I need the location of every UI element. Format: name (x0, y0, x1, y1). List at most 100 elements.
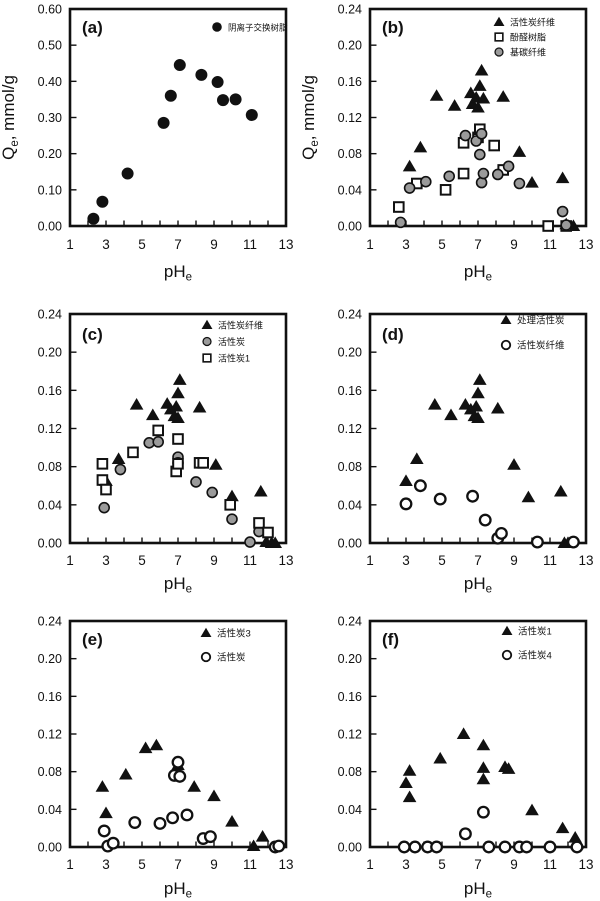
marker-square-open (96, 458, 109, 470)
marker-circle-gray (206, 486, 218, 499)
marker-circle-filled (96, 195, 109, 208)
x-tick-label: 3 (102, 237, 110, 252)
chart-panel-f: 0.000.040.080.120.160.200.241 3 5 7 9 11 13活性炭… (338, 615, 594, 901)
y-tick-label: 0.20 (338, 346, 362, 360)
x-tick-label: 13 (578, 553, 593, 568)
x-tick-label: 7 (174, 553, 182, 568)
marker-triangle-filled (169, 399, 183, 412)
x-tick-label: 11 (243, 857, 257, 872)
x-tick-label: 7 (474, 237, 482, 252)
marker-triangle-filled (447, 99, 462, 111)
y-tick-label: 0.16 (38, 690, 62, 704)
marker-circle-open (494, 527, 508, 540)
marker-circle-open (433, 492, 447, 506)
marker-circle-open (272, 839, 286, 853)
y-tick-label: 0.40 (38, 75, 62, 89)
marker-triangle-filled (413, 140, 428, 153)
data-series (87, 59, 258, 225)
x-tick-label: 11 (543, 237, 557, 252)
marker-triangle-filled (493, 16, 505, 26)
y-tick-label: 0.20 (38, 652, 62, 666)
chart-panel-a: 0.000.100.200.300.400.500.601 3 5 7 9 11 13阴离子… (0, 3, 294, 284)
marker-triangle-filled (187, 780, 201, 792)
x-tick-label: 13 (278, 237, 293, 252)
marker-circle-open (430, 840, 444, 854)
legend: 活性炭3 活性炭 (200, 627, 251, 664)
legend-label: 基碳纤维 (510, 47, 546, 58)
x-axis-label: pHe (464, 262, 492, 284)
y-tick-label: 0.12 (38, 728, 62, 742)
marker-circle-gray (202, 336, 212, 347)
marker-circle-gray (513, 177, 526, 190)
legend-label: 活性炭3 (217, 628, 251, 640)
x-tick-label: 5 (438, 857, 446, 872)
series-1-circle-open (397, 805, 584, 854)
marker-circle-open (520, 840, 534, 854)
marker-circle-open (476, 805, 490, 819)
marker-circle-gray (477, 167, 490, 180)
x-tick-label: 1 (66, 553, 74, 568)
marker-triangle-filled (501, 625, 513, 635)
panel-letter: (a) (82, 18, 103, 37)
y-tick-label: 0.12 (338, 728, 362, 742)
legend-label: 活性炭纤维 (510, 17, 555, 28)
x-tick-label: 9 (510, 237, 518, 252)
marker-triangle-filled (474, 63, 489, 76)
marker-square-open (494, 32, 504, 42)
marker-circle-open (566, 535, 580, 549)
marker-triangle-filled (476, 761, 491, 773)
marker-triangle-filled (225, 814, 239, 827)
legend-item: 处理活性炭 (500, 315, 565, 327)
y-tick-label: 0.12 (338, 422, 362, 436)
x-tick-label: 1 (66, 237, 74, 252)
y-tick-label: 0.24 (338, 308, 362, 322)
y-tick-label: 0.12 (338, 111, 362, 125)
marker-triangle-filled (119, 767, 133, 780)
marker-circle-open (413, 479, 427, 493)
marker-triangle-filled (491, 401, 505, 414)
legend-item: 活性炭1 (501, 625, 552, 638)
x-tick-label: 5 (138, 237, 146, 252)
marker-triangle-filled (255, 830, 270, 842)
marker-triangle-filled (521, 490, 536, 503)
marker-triangle-filled (554, 484, 568, 497)
y-tick-label: 0.00 (338, 537, 362, 551)
marker-circle-open (458, 827, 472, 841)
marker-circle-open (173, 769, 187, 783)
x-tick-label: 11 (543, 553, 557, 568)
legend-item: 活性炭纤维 (500, 340, 565, 352)
marker-circle-open (501, 649, 513, 661)
marker-triangle-filled (512, 145, 527, 157)
legend-item: 基碳纤维 (494, 47, 546, 58)
y-tick-label: 0.08 (38, 460, 62, 474)
marker-triangle-filled (268, 536, 282, 548)
axes: 0.000.040.080.120.160.200.241 3 5 7 9 11 13 (38, 308, 294, 569)
marker-circle-open (466, 489, 480, 503)
legend-item: 活性炭3 (200, 627, 251, 640)
x-tick-label: 3 (402, 857, 410, 872)
marker-circle-filled (212, 22, 222, 32)
marker-triangle-filled (429, 89, 444, 101)
x-tick-label: 9 (210, 857, 218, 872)
marker-triangle-filled (456, 727, 471, 739)
marker-triangle-filled (138, 741, 153, 754)
y-tick-label: 0.12 (38, 422, 62, 436)
plot-box (368, 312, 588, 545)
marker-triangle-filled (200, 627, 212, 637)
chart-panel-e: 0.000.040.080.120.160.200.241 3 5 7 9 11 13活性炭… (38, 615, 294, 901)
series-1-circle-gray (98, 436, 265, 548)
marker-circle-gray (244, 536, 256, 548)
marker-circle-gray (494, 47, 504, 57)
chart-panel-d: 0.000.040.080.120.160.200.241 3 5 7 9 11 13处理活… (338, 308, 594, 596)
data-series (397, 727, 584, 854)
series-0-triangle-filled (402, 63, 581, 231)
y-tick-label: 0.00 (38, 841, 62, 855)
marker-square-open (393, 201, 405, 213)
x-tick-label: 3 (402, 553, 410, 568)
legend-label: 活性炭1 (518, 626, 552, 638)
marker-triangle-filled (555, 171, 570, 184)
y-tick-label: 0.08 (338, 147, 362, 161)
y-tick-label: 0.16 (338, 75, 362, 89)
marker-square-open (262, 526, 274, 539)
